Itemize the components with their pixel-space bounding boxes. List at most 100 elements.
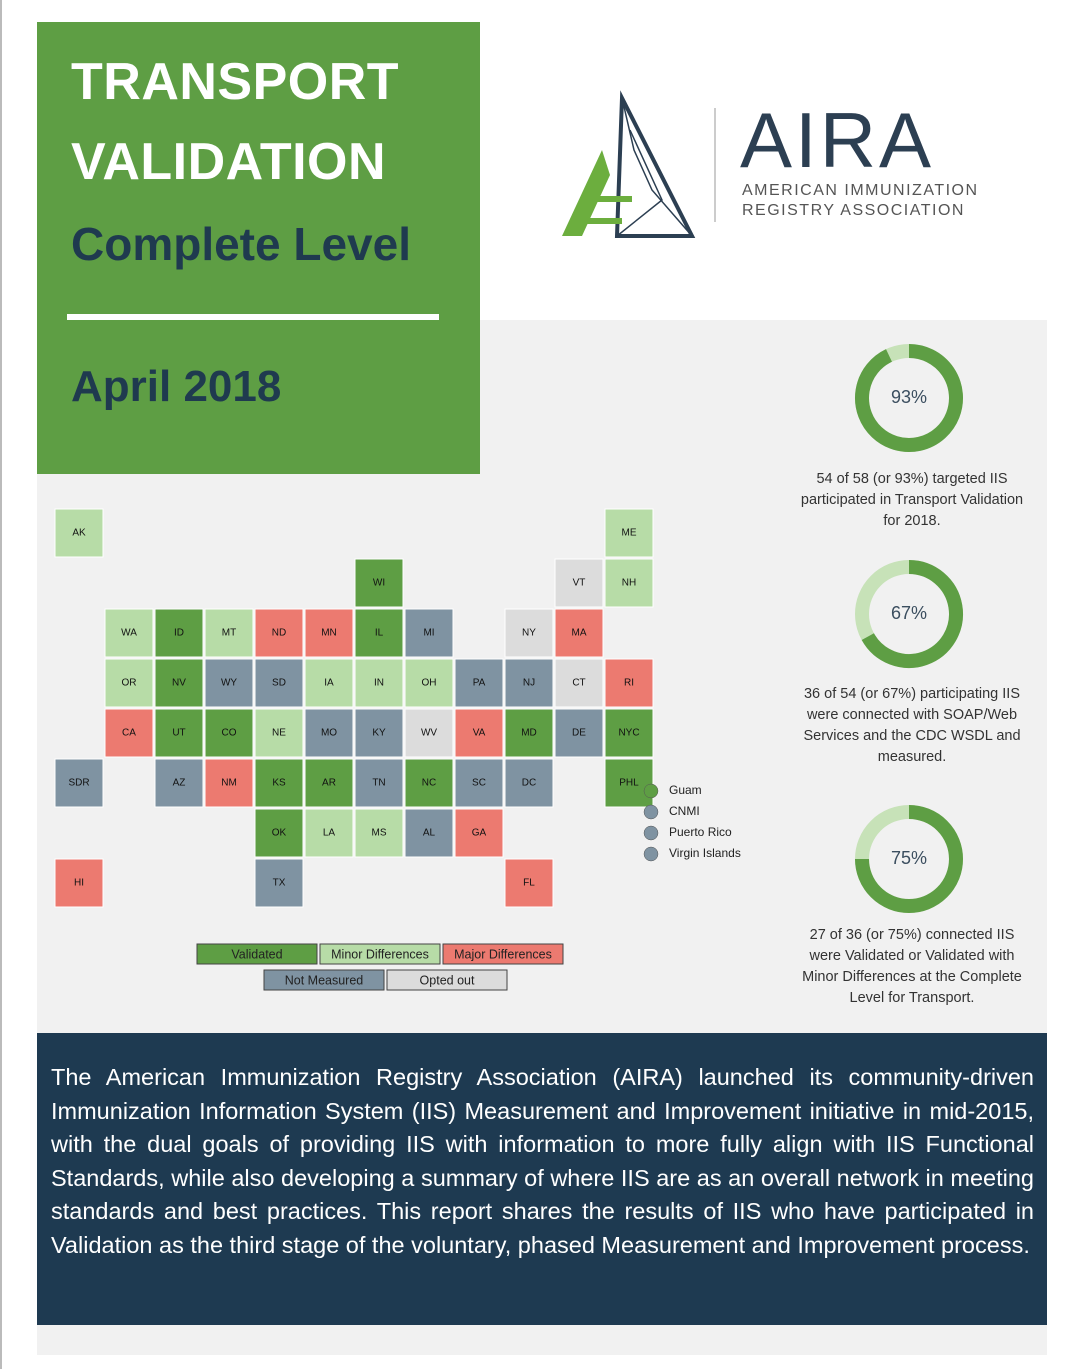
state-label: AZ	[173, 778, 186, 789]
logo-name: AIRA	[740, 96, 935, 184]
legend-swatch	[263, 969, 385, 991]
state	[504, 608, 554, 658]
state	[404, 808, 454, 858]
state-label: OR	[122, 678, 137, 689]
donut-arc	[861, 560, 963, 668]
state-label: PHL	[619, 778, 639, 789]
state-label: TX	[273, 878, 286, 889]
state	[104, 708, 154, 758]
state-label: WI	[373, 578, 385, 589]
state-label: MA	[572, 628, 587, 639]
state	[204, 658, 254, 708]
state	[254, 608, 304, 658]
state	[154, 608, 204, 658]
state-label: CA	[122, 728, 136, 739]
state-label: AK	[72, 528, 86, 539]
stat-caption: 27 of 36 (or 75%) connected IIS were Val…	[802, 927, 1022, 1006]
state	[354, 708, 404, 758]
state-label: NV	[172, 678, 186, 689]
territory-marker	[643, 783, 659, 799]
subtitle: Complete Level	[71, 218, 411, 270]
logo-tagline: AMERICAN IMMUNIZATION	[742, 182, 979, 199]
state-label: SD	[272, 678, 286, 689]
state	[404, 658, 454, 708]
donut-arc	[855, 805, 963, 913]
state-label: SC	[472, 778, 486, 789]
state-label: ND	[272, 628, 286, 639]
state-label: NE	[272, 728, 286, 739]
territory-marker	[643, 846, 659, 862]
state-label: UT	[172, 728, 185, 739]
state	[354, 658, 404, 708]
state	[254, 808, 304, 858]
state-label: IN	[374, 678, 384, 689]
territory-label: Virgin Islands	[669, 846, 741, 860]
legend-label: Opted out	[420, 973, 475, 987]
legend-label: Validated	[231, 947, 282, 961]
state	[354, 608, 404, 658]
state	[104, 658, 154, 708]
donut-label: 93%	[891, 387, 927, 407]
state	[254, 858, 304, 908]
territory-marker	[643, 804, 659, 820]
state-label: MN	[321, 628, 337, 639]
state	[404, 758, 454, 808]
state	[304, 808, 354, 858]
state-label: RI	[624, 678, 634, 689]
state	[354, 758, 404, 808]
date: April 2018	[71, 362, 282, 411]
state	[304, 708, 354, 758]
state-label: OH	[422, 678, 437, 689]
logo-mark	[562, 90, 716, 238]
header: TRANSPORT VALIDATION Complete Level Apri…	[37, 22, 480, 474]
state	[304, 758, 354, 808]
state	[554, 708, 604, 758]
state	[54, 758, 104, 808]
state-label: NJ	[523, 678, 535, 689]
state	[604, 508, 654, 558]
state	[604, 558, 654, 608]
state-label: MS	[372, 828, 387, 839]
legend-swatch	[196, 943, 318, 965]
state-label: AR	[322, 778, 336, 789]
state	[204, 608, 254, 658]
state	[254, 708, 304, 758]
legend-swatch	[442, 943, 564, 965]
state	[304, 608, 354, 658]
logo-tagline: REGISTRY ASSOCIATION	[742, 202, 965, 219]
state-label: IA	[324, 678, 334, 689]
state-label: ME	[622, 528, 637, 539]
state	[104, 608, 154, 658]
donut-arc	[855, 344, 963, 452]
body-text: The American Immunization Registry Assoc…	[51, 1064, 1034, 1258]
state-label: CO	[222, 728, 237, 739]
state	[504, 708, 554, 758]
state-label: CT	[572, 678, 585, 689]
state	[304, 658, 354, 708]
state	[204, 708, 254, 758]
state-label: IL	[375, 628, 384, 639]
legend-label: Not Measured	[285, 973, 364, 987]
state	[554, 658, 604, 708]
legend-swatch	[386, 969, 508, 991]
stat-caption: 54 of 58 (or 93%) targeted IIS participa…	[800, 471, 1024, 529]
state-label: NC	[422, 778, 436, 789]
state-label: WA	[121, 628, 137, 639]
territory-marker	[643, 825, 659, 841]
legend-label: Major Differences	[454, 947, 552, 961]
state	[354, 558, 404, 608]
state-label: FL	[523, 878, 535, 889]
state	[554, 558, 604, 608]
state-label: WV	[421, 728, 437, 739]
state-label: MT	[222, 628, 236, 639]
territory-label: CNMI	[669, 804, 700, 818]
state	[454, 808, 504, 858]
state-label: GA	[472, 828, 487, 839]
state-label: NH	[622, 578, 636, 589]
state	[204, 758, 254, 808]
state-label: DC	[522, 778, 536, 789]
state	[604, 758, 654, 808]
rule	[67, 314, 439, 320]
state	[154, 708, 204, 758]
